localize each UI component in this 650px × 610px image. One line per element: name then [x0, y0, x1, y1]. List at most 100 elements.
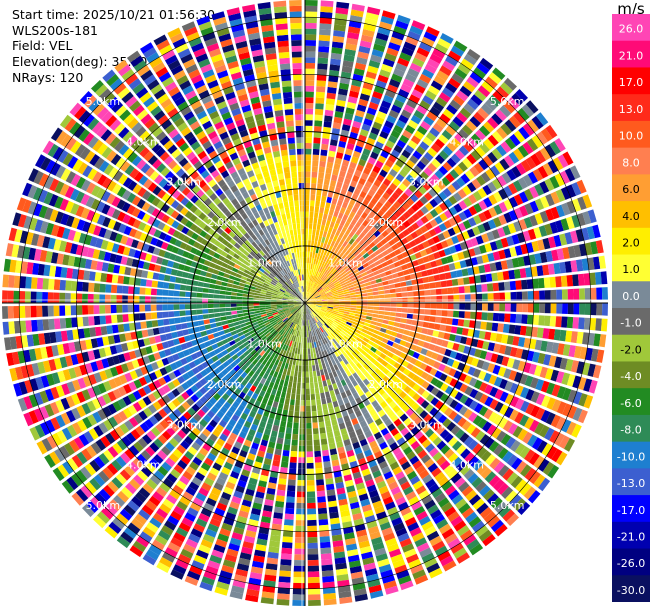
range-gate [370, 379, 378, 387]
range-gate [564, 438, 575, 452]
range-gate [412, 374, 421, 383]
range-gate [539, 425, 550, 438]
range-gate [214, 284, 221, 290]
range-gate [307, 502, 316, 509]
range-gate [312, 365, 316, 372]
range-gate [140, 278, 147, 287]
range-gate [370, 280, 377, 285]
range-gate [315, 322, 320, 329]
range-gate [222, 324, 229, 330]
range-gate [381, 527, 394, 536]
range-gate [444, 272, 452, 280]
range-gate [280, 336, 285, 343]
range-gate [373, 329, 380, 335]
range-gate [307, 348, 311, 355]
range-gate [405, 124, 416, 135]
range-gate [326, 396, 332, 404]
range-gate [321, 236, 326, 243]
range-gate [342, 247, 348, 254]
range-gate [463, 534, 477, 546]
range-gate [216, 477, 226, 486]
range-gate [534, 365, 543, 377]
range-gate [292, 323, 296, 330]
range-gate [342, 214, 349, 222]
range-gate [313, 283, 318, 289]
range-gate [483, 197, 493, 208]
range-gate [216, 326, 224, 332]
range-gate [333, 30, 346, 38]
range-gate [256, 375, 263, 383]
range-gate [444, 209, 453, 219]
range-gate [412, 245, 420, 253]
range-gate [324, 323, 330, 329]
range-gate [309, 296, 315, 300]
range-gate [306, 308, 310, 314]
range-gate [524, 203, 534, 215]
range-gate [521, 104, 535, 118]
range-gate [238, 431, 247, 439]
range-gate [465, 120, 477, 132]
range-gate [495, 109, 507, 122]
range-gate [407, 522, 420, 532]
range-gate [306, 320, 308, 326]
range-gate [127, 295, 134, 303]
range-gate [560, 186, 571, 200]
range-gate [363, 167, 372, 175]
range-gate [462, 141, 474, 153]
range-gate [294, 318, 298, 324]
range-gate [453, 310, 460, 318]
range-gate [368, 327, 375, 333]
range-gate [484, 76, 498, 89]
range-gate [341, 65, 353, 74]
range-gate [411, 279, 418, 285]
range-gate [351, 3, 365, 12]
range-gate [331, 174, 338, 182]
range-gate [218, 497, 230, 506]
range-gate [246, 415, 254, 424]
range-gate [509, 280, 517, 291]
range-gate [331, 352, 337, 359]
range-gate [323, 315, 329, 320]
range-gate [564, 261, 572, 273]
range-gate [458, 502, 471, 515]
range-gate [312, 148, 320, 155]
range-gate [286, 496, 295, 503]
range-gate [347, 167, 355, 175]
range-gate [182, 491, 194, 501]
range-gate [366, 288, 373, 293]
range-gate [308, 228, 312, 235]
range-gate [480, 467, 492, 479]
range-gate [453, 40, 468, 52]
range-gate [292, 347, 296, 354]
range-gate [333, 545, 345, 553]
range-gate [457, 161, 468, 172]
range-gate [137, 470, 149, 482]
range-gate [337, 493, 347, 501]
range-gate [553, 262, 561, 275]
range-gate [161, 446, 172, 456]
range-gate [372, 542, 385, 551]
range-gate [466, 538, 480, 551]
range-gate [202, 304, 208, 309]
range-gate [463, 436, 474, 447]
range-gate [559, 435, 570, 449]
range-gate [336, 335, 342, 341]
range-gate [158, 529, 171, 541]
range-gate [36, 291, 43, 303]
range-gate [451, 235, 460, 245]
range-gate [342, 272, 348, 278]
range-gate [434, 281, 442, 288]
range-gate [362, 557, 375, 566]
range-gate [94, 272, 102, 282]
range-gate [145, 287, 152, 295]
range-gate [589, 272, 596, 286]
range-gate [416, 219, 424, 228]
range-gate [301, 377, 305, 383]
range-gate [361, 328, 368, 334]
start-time-label: Start time: 2025/10/21 01:56:30 [12, 7, 216, 22]
range-gate [432, 101, 445, 112]
range-gate [152, 327, 160, 336]
range-gate [184, 450, 195, 461]
range-gate [428, 432, 439, 442]
range-gate [222, 428, 231, 437]
